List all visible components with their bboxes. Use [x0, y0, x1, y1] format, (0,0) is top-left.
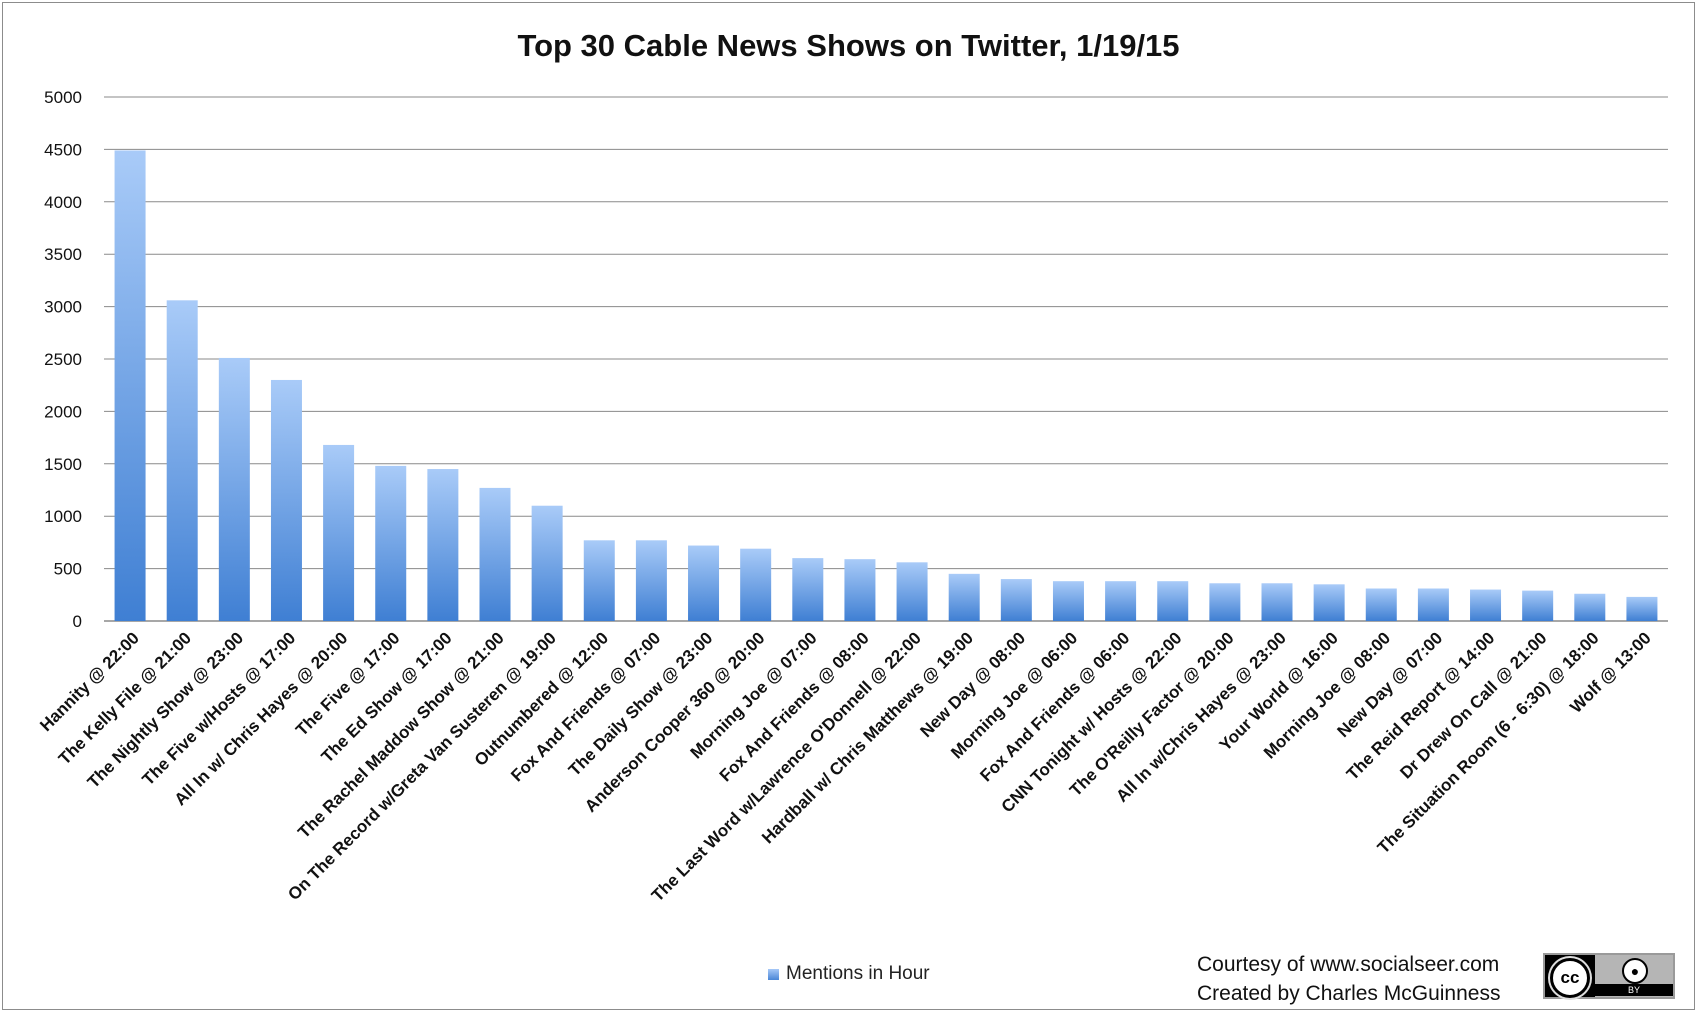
by-label: BY [1595, 984, 1673, 996]
bar [1574, 593, 1606, 621]
bar [1157, 581, 1189, 621]
chart-title: Top 30 Cable News Shows on Twitter, 1/19… [517, 28, 1180, 63]
bar [583, 540, 615, 621]
bar [896, 562, 928, 621]
cc-circle-icon: cc [1550, 958, 1590, 998]
y-tick-label: 1000 [44, 507, 82, 526]
bar [323, 444, 355, 621]
y-tick-label: 0 [73, 612, 82, 631]
legend: Mentions in Hour [768, 963, 930, 985]
bar [531, 505, 563, 621]
gridlines [104, 96, 1668, 622]
legend-label: Mentions in Hour [786, 963, 930, 984]
y-tick-label: 3500 [44, 245, 82, 264]
bar [948, 573, 980, 621]
bar [218, 357, 250, 621]
bar [1522, 590, 1554, 621]
bar [1261, 583, 1293, 621]
credit-line-author: Created by Charles McGuinness [1197, 982, 1501, 1005]
bar [844, 559, 876, 621]
bar [635, 540, 667, 621]
y-tick-label: 5000 [44, 88, 82, 107]
bar [1209, 583, 1241, 621]
bar [479, 487, 511, 621]
credit-line-source: Courtesy of www.socialseer.com [1197, 953, 1500, 976]
bar [114, 150, 146, 621]
legend-swatch [768, 968, 779, 980]
y-axis-tick-labels: 0 500 1000 1500 2000 2500 3000 3500 4000 4500 5000 [44, 88, 82, 631]
bars [114, 150, 1658, 621]
y-tick-label: 4500 [44, 140, 82, 159]
bar [375, 465, 407, 621]
bar [1470, 589, 1502, 621]
y-tick-label: 2000 [44, 402, 82, 421]
bar [1000, 579, 1032, 621]
bar [1417, 588, 1449, 621]
y-tick-label: 2500 [44, 350, 82, 369]
bar [688, 545, 720, 621]
y-tick-label: 1500 [44, 455, 82, 474]
y-tick-label: 4000 [44, 193, 82, 212]
bar [166, 300, 198, 621]
creative-commons-by-icon: cc ● BY [1543, 953, 1675, 999]
bar [1365, 588, 1397, 621]
bar [270, 379, 302, 621]
by-attribution-area: ● BY [1595, 955, 1673, 997]
bar [1313, 584, 1345, 621]
y-tick-label: 3000 [44, 298, 82, 317]
bar [1052, 581, 1084, 621]
y-tick-label: 500 [54, 560, 82, 579]
bar [792, 558, 824, 621]
bar [740, 548, 772, 621]
credits: Courtesy of www.socialseer.com Created b… [1197, 950, 1500, 1008]
bar [427, 469, 459, 621]
bar [1105, 581, 1137, 621]
bar [1626, 596, 1658, 621]
person-icon: ● [1622, 958, 1648, 984]
